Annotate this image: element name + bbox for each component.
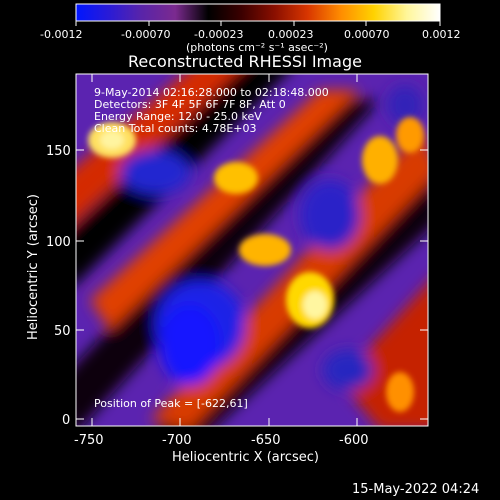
x-axis-label: Heliocentric X (arcsec): [172, 450, 319, 465]
colorbar-tick-3: 0.00023: [268, 28, 314, 41]
colorbar-units: (photons cm⁻² s⁻¹ asec⁻²): [186, 41, 328, 54]
ytick-2: 100: [46, 235, 71, 250]
ytick-1: 50: [54, 324, 71, 339]
colorbar-tick-0: -0.0012: [40, 28, 82, 41]
axis-ticks: [76, 74, 428, 426]
colorbar-tick-1: -0.00070: [121, 28, 170, 41]
colorbar-tick-4: 0.00070: [344, 28, 390, 41]
ytick-3: 150: [46, 144, 71, 159]
xtick-1: -700: [162, 433, 192, 448]
colorbar-tick-2: -0.00023: [194, 28, 243, 41]
xtick-2: -650: [251, 433, 281, 448]
image-title: Reconstructed RHESSI Image: [128, 52, 362, 71]
info-energy-range: Energy Range: 12.0 - 25.0 keV: [94, 110, 262, 123]
info-time-range: 9-May-2014 02:16:28.000 to 02:18:48.000: [94, 86, 329, 99]
xtick-3: -600: [339, 433, 369, 448]
info-total-counts: Clean Total counts: 4.78E+03: [94, 122, 257, 135]
colorbar-tick-5: 0.0012: [422, 28, 461, 41]
ytick-0: 0: [62, 413, 70, 428]
colorbar-scale: [76, 4, 440, 21]
colorbar-frame: [75, 3, 441, 22]
y-axis-label: Heliocentric Y (arcsec): [26, 194, 41, 340]
peak-position: Position of Peak = [-622,61]: [94, 397, 248, 410]
xtick-0: -750: [74, 433, 104, 448]
colorbar: -0.0012 -0.00070 -0.00023 0.00023 0.0007…: [40, 3, 461, 54]
plot-frame: [75, 73, 429, 427]
footer-date: 15-May-2022 04:24: [352, 482, 480, 497]
info-detectors: Detectors: 3F 4F 5F 6F 7F 8F, Att 0: [94, 98, 286, 111]
image-map: [76, 74, 428, 426]
